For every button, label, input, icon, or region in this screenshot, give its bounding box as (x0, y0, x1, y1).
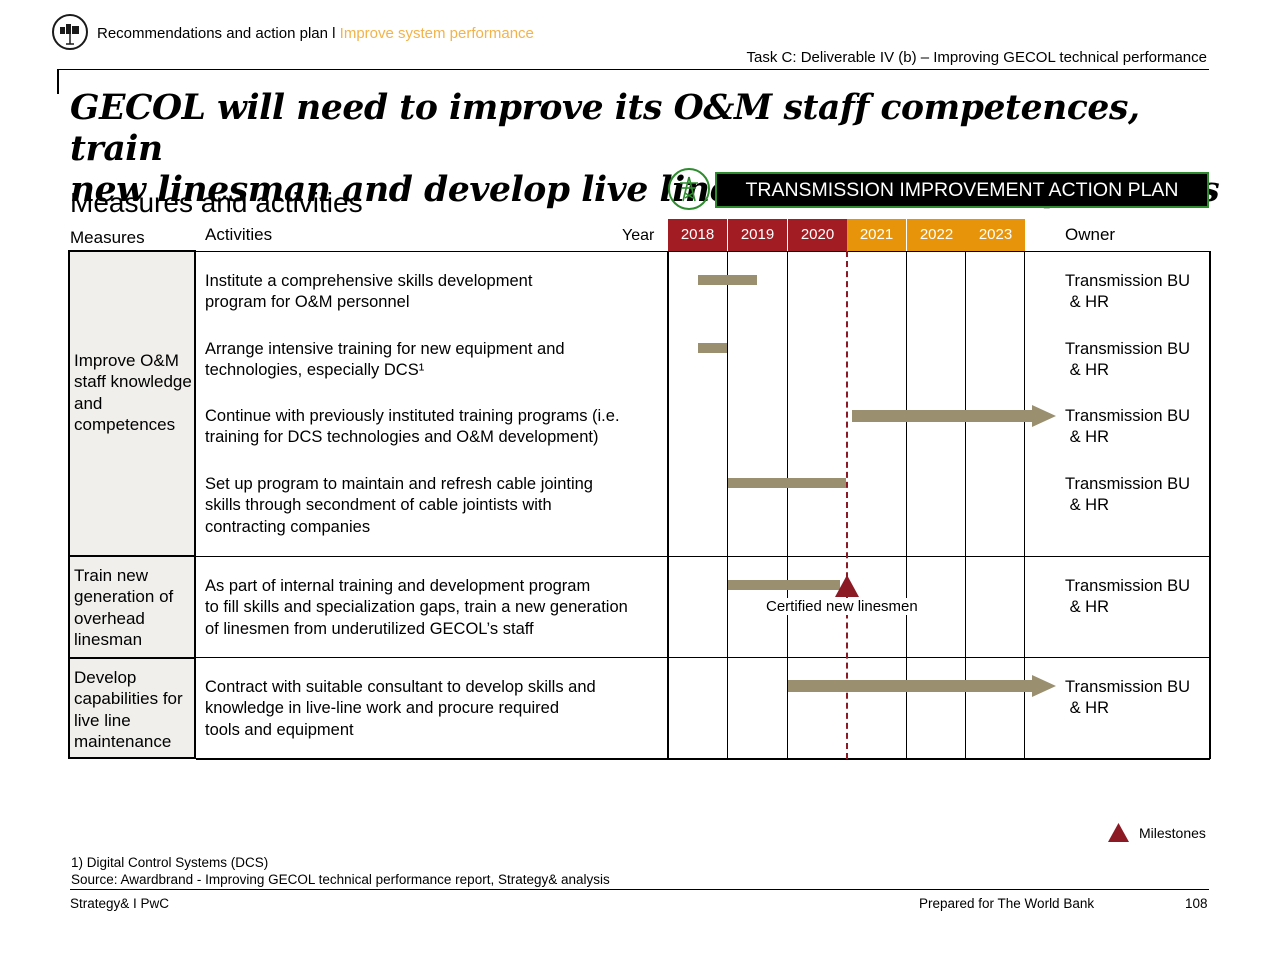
page-number: 108 (1185, 896, 1208, 911)
row-divider (196, 556, 1210, 557)
owner-text: Transmission BU & HR (1065, 678, 1190, 718)
transmission-tower-icon (680, 176, 698, 202)
milestone-dashed-line (846, 251, 848, 759)
year-gridline (787, 251, 788, 759)
year-cell-2021: 2021 (847, 219, 906, 251)
activity-text: Set up program to maintain and refresh c… (205, 475, 593, 536)
logo-icon (60, 24, 79, 45)
activity-text: Contract with suitable consultant to dev… (205, 678, 596, 739)
gantt-left-border (667, 251, 669, 759)
footer-divider (70, 889, 1209, 890)
row-divider (196, 657, 1210, 658)
measure-cell: Develop capabilities for live line maint… (68, 657, 196, 759)
milestone-legend-label: Milestones (1139, 825, 1206, 841)
action-plan-banner: TRANSMISSION IMPROVEMENT ACTION PLAN (715, 172, 1209, 208)
year-gridline (965, 251, 966, 759)
year-cell-2018: 2018 (668, 219, 727, 251)
gantt-bar (698, 275, 757, 285)
activities-header: Activities (205, 225, 273, 244)
task-label: Task C: Deliverable IV (b) – Improving G… (746, 49, 1207, 66)
activity-text: Institute a comprehensive skills develop… (205, 272, 533, 312)
gantt-bar (728, 580, 840, 590)
activity-text: Continue with previously instituted trai… (205, 407, 620, 447)
activity-text: Arrange intensive training for new equip… (205, 340, 565, 380)
measure-cell: Train new generation of overhead linesma… (68, 555, 196, 659)
section-subtitle: Measures and activities (70, 187, 363, 218)
owner-text: Transmission BU & HR (1065, 407, 1190, 447)
year-gridline (906, 251, 907, 759)
header-divider (58, 69, 1209, 70)
owner-header: Owner (1065, 225, 1116, 244)
owner-text: Transmission BU & HR (1065, 577, 1190, 617)
milestone-legend-icon (1108, 823, 1129, 847)
year-cell-2023: 2023 (966, 219, 1025, 251)
breadcrumb-highlight: Improve system performance (339, 25, 534, 42)
source-note: Source: Awardbrand - Improving GECOL tec… (71, 872, 610, 887)
footer-left: Strategy& I PwC (70, 896, 170, 911)
table-right-border (1209, 251, 1211, 759)
table-bottom-border (196, 758, 1210, 760)
transmission-tower-badge (668, 168, 710, 210)
gantt-bar (698, 343, 727, 353)
title-line-1: GECOL will need to improve its O&M staff… (70, 88, 1140, 169)
gantt-arrow (852, 405, 1056, 432)
year-cell-2020: 2020 (788, 219, 847, 251)
measure-label: Improve O&M staff knowledge and competen… (74, 351, 192, 434)
company-logo (52, 14, 88, 50)
measure-label: Develop capabilities for live line maint… (74, 668, 183, 751)
measures-header: Measures (70, 228, 145, 247)
breadcrumb: Recommendations and action plan l Improv… (97, 25, 534, 42)
footer-center: Prepared for The World Bank (919, 896, 1095, 911)
activity-text: As part of internal training and develop… (205, 577, 628, 638)
year-gridline (727, 251, 728, 759)
milestone-label: Certified new linesmen (766, 598, 918, 615)
gantt-bar (728, 478, 846, 488)
table-top-border (196, 251, 1210, 252)
measure-cell: Improve O&M staff knowledge and competen… (68, 250, 196, 557)
owner-text: Transmission BU & HR (1065, 340, 1190, 380)
breadcrumb-main: Recommendations and action plan l (97, 25, 340, 42)
year-header: Year (622, 227, 655, 244)
corner-tick (57, 69, 59, 94)
owner-text: Transmission BU & HR (1065, 475, 1190, 515)
gantt-arrow (788, 675, 1056, 702)
year-cell-2019: 2019 (728, 219, 787, 251)
year-gridline (1024, 251, 1025, 759)
milestone-marker (835, 575, 859, 602)
year-cell-2022: 2022 (907, 219, 966, 251)
measure-label: Train new generation of overhead linesma… (74, 566, 174, 649)
owner-text: Transmission BU & HR (1065, 272, 1190, 312)
footnote: 1) Digital Control Systems (DCS) (71, 855, 269, 870)
